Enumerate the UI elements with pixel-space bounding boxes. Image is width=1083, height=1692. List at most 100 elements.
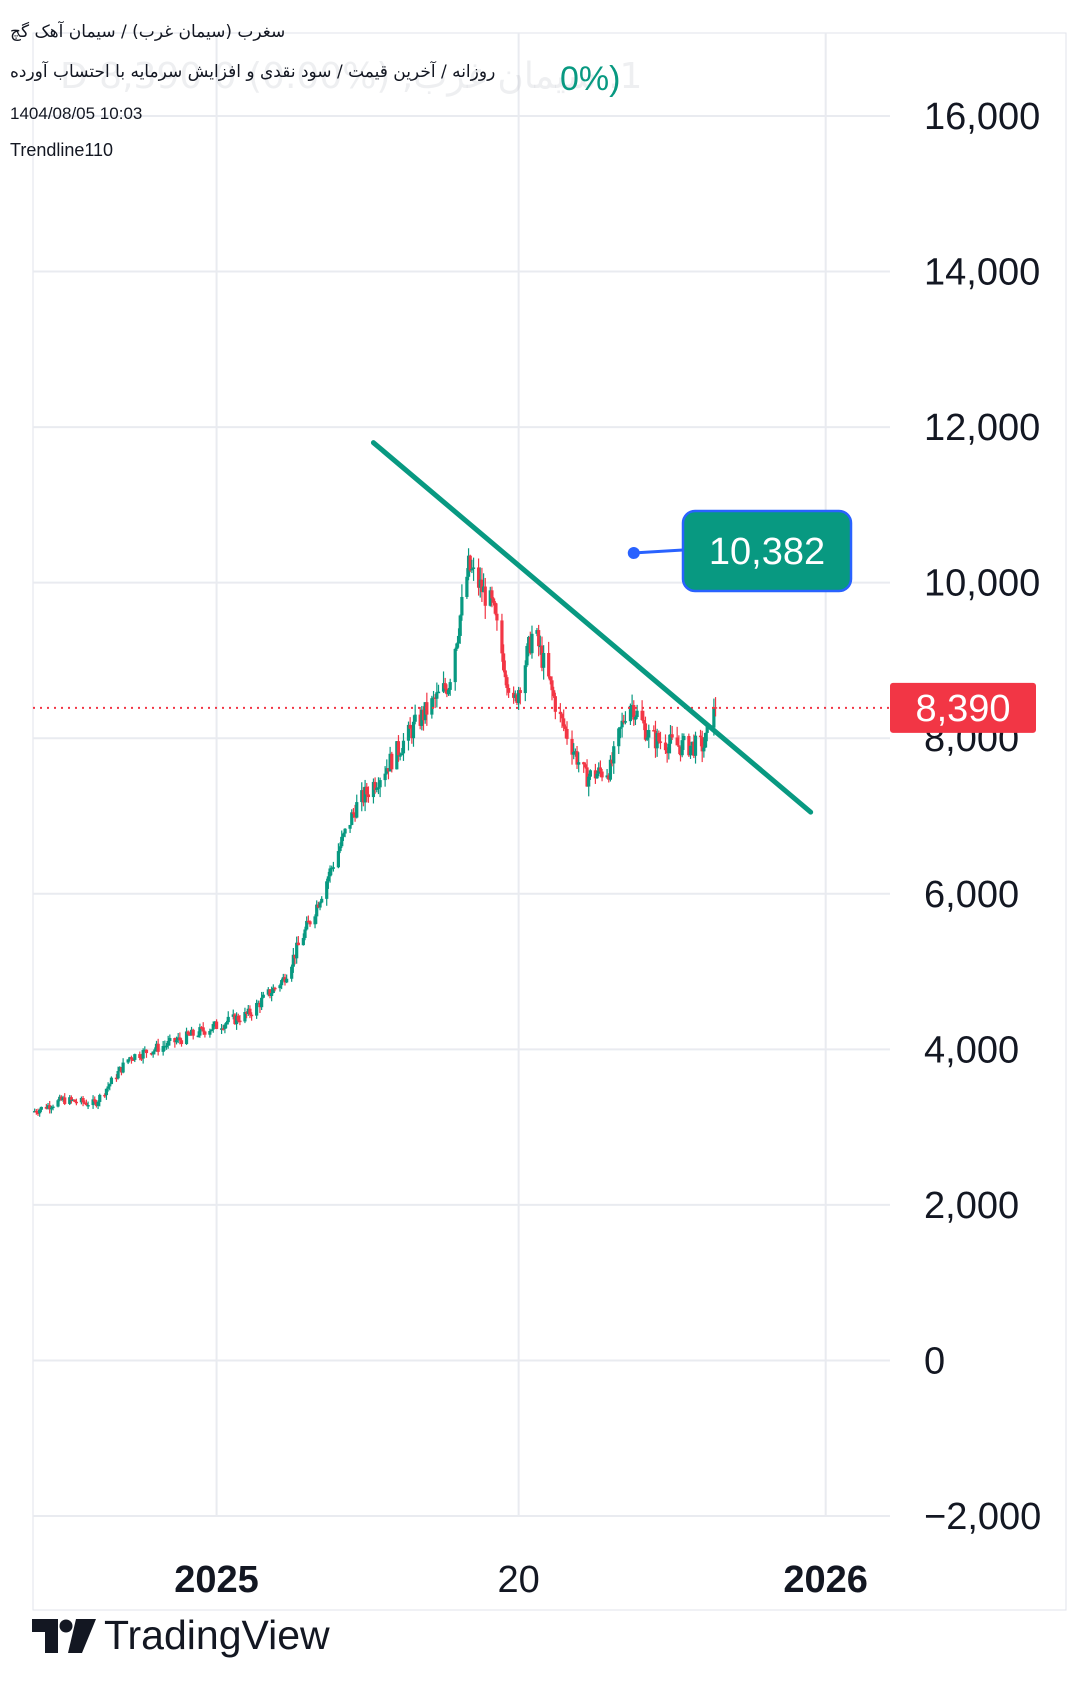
- candle-body: [466, 555, 471, 577]
- candle-body: [178, 1037, 182, 1041]
- candle-body: [663, 742, 668, 751]
- candle-body: [418, 714, 422, 726]
- candle-body: [33, 1110, 37, 1113]
- candle-body: [348, 824, 352, 829]
- candle-body: [318, 902, 322, 908]
- y-tick-label: 4,000: [924, 1029, 1019, 1071]
- candle-body: [221, 1028, 225, 1030]
- candle-body: [144, 1049, 149, 1054]
- candle-body: [560, 714, 564, 719]
- candle-body: [94, 1101, 99, 1106]
- candle-body: [500, 620, 504, 654]
- candle-body: [129, 1057, 134, 1060]
- x-tick-label: 20: [497, 1559, 539, 1601]
- candle-body: [433, 697, 437, 699]
- candle-body: [612, 746, 616, 764]
- candle-body: [431, 697, 436, 699]
- candle-body: [573, 751, 577, 753]
- candle-body: [538, 645, 542, 648]
- candle-body: [106, 1086, 110, 1089]
- candle-body: [325, 881, 329, 899]
- candle-body: [271, 987, 275, 993]
- candle-body: [643, 723, 648, 740]
- candle-body: [184, 1031, 189, 1045]
- candle-body: [121, 1062, 125, 1073]
- candle-body: [608, 759, 613, 780]
- candle-body: [48, 1105, 52, 1110]
- candle-body: [209, 1029, 214, 1032]
- candle-body: [618, 727, 623, 729]
- candle-body: [84, 1102, 89, 1106]
- tradingview-logo[interactable]: TradingView: [32, 1612, 330, 1659]
- candle-body: [527, 636, 531, 646]
- candle-body: [163, 1045, 167, 1048]
- candle-body: [692, 741, 696, 756]
- candle-body: [138, 1054, 142, 1058]
- candle-body: [281, 977, 285, 981]
- candles-layer: [33, 548, 718, 1117]
- candle-body: [632, 705, 636, 720]
- candle-body: [86, 1105, 90, 1107]
- candle-body: [153, 1049, 157, 1052]
- candle-body: [126, 1059, 130, 1063]
- candle-body: [558, 711, 562, 715]
- candle-body: [455, 643, 459, 649]
- candle-body: [201, 1027, 205, 1032]
- candle-body: [365, 786, 369, 795]
- candle-body: [575, 751, 579, 765]
- callout-anchor-dot: [627, 546, 640, 559]
- candle-body: [306, 920, 310, 923]
- candle-body: [552, 690, 556, 697]
- candle-body: [98, 1094, 102, 1102]
- candle-body: [236, 1015, 240, 1021]
- candle-body: [562, 718, 566, 727]
- candle-body: [371, 781, 376, 798]
- candle-body: [315, 904, 319, 917]
- candle-body: [453, 648, 457, 683]
- candle-body: [667, 743, 671, 754]
- candle-body: [91, 1099, 95, 1106]
- candle-body: [712, 707, 716, 728]
- x-axis: 2025 20 2026: [174, 1559, 868, 1601]
- candle-body: [343, 828, 347, 834]
- candle-body: [583, 764, 587, 768]
- candle-body: [83, 1102, 87, 1104]
- candle-body: [79, 1098, 83, 1103]
- candle-body: [179, 1040, 184, 1045]
- candle-body: [196, 1035, 200, 1038]
- chart-frame: [32, 32, 1067, 1611]
- candle-body: [713, 707, 718, 709]
- candle-body: [515, 694, 519, 703]
- candle-body: [268, 989, 272, 996]
- candle-body: [657, 732, 661, 742]
- candle-body: [313, 916, 317, 925]
- candle-body: [490, 590, 494, 599]
- candle-body: [677, 745, 681, 747]
- candle-body: [542, 653, 546, 668]
- candle-body: [401, 740, 406, 754]
- candle-body: [445, 688, 449, 695]
- candle-body: [34, 1110, 38, 1113]
- candle-body: [458, 615, 462, 636]
- candle-body: [256, 1002, 260, 1005]
- candle-body: [633, 717, 638, 720]
- candle-body: [233, 1014, 237, 1025]
- candle-body: [243, 1012, 247, 1022]
- candle-body: [340, 836, 344, 847]
- author-name[interactable]: Trendline110: [10, 140, 114, 160]
- candle-body: [56, 1100, 60, 1107]
- candle-body: [238, 1020, 242, 1023]
- x-tick-label: 2025: [174, 1559, 259, 1601]
- candle-body: [355, 802, 359, 818]
- candle-body: [465, 576, 469, 597]
- candle-body: [670, 734, 674, 738]
- candle-body: [491, 598, 496, 603]
- candle-body: [143, 1049, 147, 1052]
- candle-body: [278, 985, 282, 989]
- candle-body: [623, 721, 628, 723]
- candle-body: [296, 942, 300, 946]
- candle-body: [173, 1038, 177, 1043]
- candle-body: [507, 687, 511, 693]
- candle-body: [483, 586, 487, 606]
